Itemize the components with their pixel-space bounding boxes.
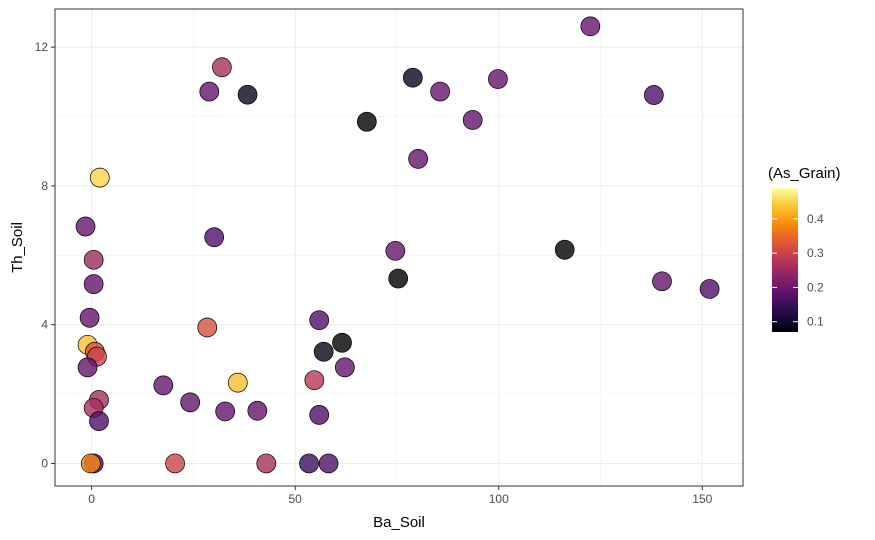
data-point [699, 279, 720, 299]
y-axis: 0 4 8 12 [35, 40, 55, 470]
data-point [652, 271, 672, 292]
data-point [304, 370, 325, 391]
colorbar-tick-label: 0.1 [807, 315, 824, 329]
data-point [299, 453, 319, 474]
x-tick-label: 150 [692, 492, 712, 506]
data-point [313, 341, 334, 362]
data-point [332, 332, 352, 353]
data-point [430, 81, 450, 102]
y-tick-label: 4 [41, 318, 48, 332]
data-point [89, 167, 110, 188]
data-point [488, 69, 508, 89]
data-point [408, 149, 428, 169]
data-point [256, 453, 277, 474]
colorbar-tick-label: 0.2 [807, 280, 824, 294]
data-point [83, 274, 104, 294]
data-point [204, 227, 225, 248]
data-point [462, 110, 483, 130]
y-tick-label: 8 [41, 179, 48, 193]
data-point [309, 310, 330, 331]
data-point [335, 357, 355, 378]
data-point [75, 216, 96, 237]
data-point [180, 392, 201, 413]
data-point [385, 240, 406, 261]
data-point [247, 400, 268, 421]
x-axis: 0 50 100 150 [88, 486, 713, 506]
data-point [77, 357, 98, 378]
y-tick-label: 0 [41, 456, 48, 470]
data-point [83, 249, 104, 270]
data-point [237, 84, 258, 105]
colorbar-legend: (As_Grain) 0.1 0.2 0.3 0.4 [768, 165, 841, 332]
colorbar [772, 188, 798, 332]
data-point [79, 307, 100, 328]
data-point [212, 57, 232, 78]
legend-title: (As_Grain) [768, 165, 841, 182]
data-points [75, 16, 720, 474]
colorbar-ticks: 0.1 0.2 0.3 0.4 [772, 212, 824, 329]
x-tick-label: 0 [88, 492, 95, 506]
data-point [215, 401, 236, 422]
data-point [356, 111, 377, 132]
data-point [318, 453, 339, 474]
x-axis-title: Ba_Soil [373, 514, 425, 531]
data-point [402, 67, 423, 88]
data-point [388, 268, 409, 289]
data-point [580, 16, 601, 37]
data-point [643, 85, 664, 105]
plot-panel-border [54, 8, 744, 487]
data-point [199, 81, 220, 102]
y-tick-label: 12 [35, 40, 49, 54]
data-point [554, 239, 575, 260]
data-point [80, 453, 101, 474]
data-point [153, 375, 174, 396]
y-axis-title: Th_Soil [9, 222, 26, 273]
data-point [89, 411, 109, 431]
x-tick-label: 50 [289, 492, 303, 506]
x-tick-label: 100 [489, 492, 509, 506]
data-point [165, 453, 185, 474]
data-point [197, 317, 218, 338]
data-point [227, 372, 248, 393]
colorbar-tick-label: 0.4 [807, 212, 824, 226]
colorbar-tick-label: 0.3 [807, 246, 824, 260]
data-point [309, 405, 330, 425]
